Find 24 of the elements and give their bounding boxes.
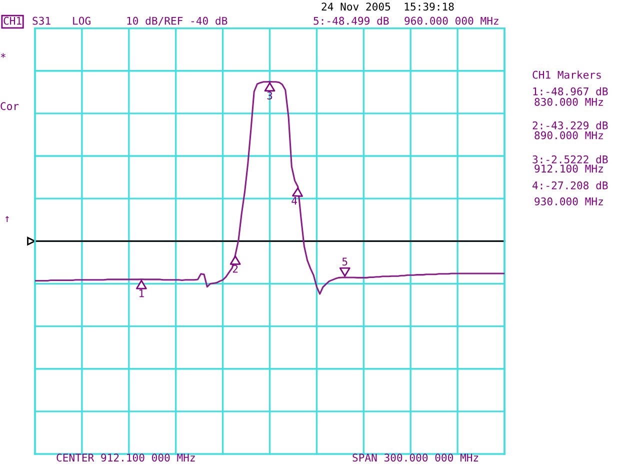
- text: S31: [32, 16, 50, 25]
- text: LOG: [73, 16, 90, 25]
- text: CH1: [4, 16, 22, 25]
- text: 24 Nov 2005 15:39:18: [322, 2, 454, 11]
- text: 912.100 MHz: [534, 164, 603, 173]
- text: 10 dB/REF -40 dB: [127, 16, 228, 26]
- text: 2:-43.229 dB: [532, 121, 608, 130]
- text: 960.000 000 MHz: [404, 16, 498, 25]
- annotation: 1: [140, 289, 144, 298]
- text: SPAN 300.000 000 MHz: [352, 454, 478, 462]
- text: 4:-27.208 dB: [532, 181, 608, 190]
- annotation: 5: [342, 258, 348, 266]
- text: 5:-48.499 dB: [314, 16, 389, 25]
- text: 3:-2.5222 dB: [532, 155, 608, 164]
- text: 1:-48.967 dB: [533, 87, 608, 96]
- text: Cor: [0, 102, 19, 110]
- text: 890.000 MHz: [534, 131, 603, 140]
- text: 830.000 MHz: [534, 98, 603, 106]
- text: ↑: [5, 216, 9, 222]
- text: CH1 Markers: [532, 70, 601, 79]
- annotation: 2: [232, 264, 238, 273]
- text: 930.000 MHz: [534, 197, 603, 206]
- text: CENTER 912.100 000 MHz: [56, 454, 195, 462]
- text: *: [0, 53, 6, 58]
